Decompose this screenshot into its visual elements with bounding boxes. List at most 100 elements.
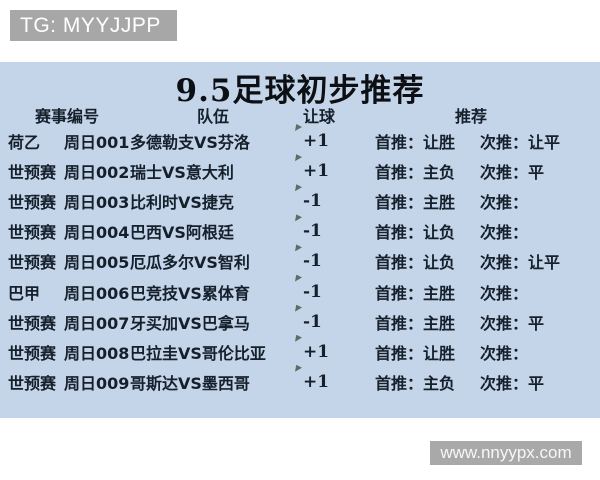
table-row: 巴甲 周日006 巴竞技VS累体育 -1 首推：主胜 次推： bbox=[0, 274, 600, 306]
first-recommend-cell: 首推：让胜 bbox=[368, 340, 478, 364]
teams-cell: 厄瓜多尔VS智利 bbox=[130, 253, 250, 273]
match-number-cell: 周日006 bbox=[64, 283, 130, 303]
tick-mark-icon bbox=[295, 364, 302, 372]
first-recommend-value: 让负 bbox=[423, 223, 456, 243]
first-recommend-cell: 首推：让负 bbox=[368, 249, 478, 273]
table-row: 荷乙 周日001 多德勒支VS芬洛 +1 首推：让胜 次推：让平 bbox=[0, 124, 600, 156]
match-number-cell: 周日008 bbox=[64, 343, 130, 363]
first-recommend-label: 首推： bbox=[375, 253, 424, 273]
first-recommend-label: 首推： bbox=[375, 343, 424, 363]
league-cell: 世预赛 bbox=[8, 373, 57, 393]
teams-cell: 牙买加VS巴拿马 bbox=[130, 313, 250, 333]
handicap-value: +1 bbox=[303, 341, 330, 362]
league-cell: 世预赛 bbox=[8, 193, 57, 213]
second-recommend-value: 让平 bbox=[528, 253, 561, 273]
second-recommend-cell: 次推：平 bbox=[478, 370, 600, 394]
second-recommend-cell: 次推：让平 bbox=[478, 249, 600, 273]
teams-cell: 巴竞技VS累体育 bbox=[130, 283, 250, 303]
table-row: 世预赛 周日008 巴拉圭VS哥伦比亚 +1 首推：让胜 次推： bbox=[0, 334, 600, 367]
second-recommend-label: 次推： bbox=[480, 193, 529, 213]
handicap-value: -1 bbox=[303, 281, 322, 302]
tick-mark-icon bbox=[295, 124, 302, 132]
teams-cell: 比利时VS捷克 bbox=[130, 193, 234, 213]
second-recommend-label: 次推： bbox=[480, 373, 529, 393]
page-title: 9.5足球初步推荐 bbox=[175, 73, 425, 109]
table-row: 世预赛 周日002 瑞士VS意大利 +1 首推：主负 次推：平 bbox=[0, 154, 600, 186]
handicap-cell: +1 bbox=[292, 364, 368, 392]
table-body: 荷乙 周日001 多德勒支VS芬洛 +1 首推：让胜 次推：让平 世预赛 周日0… bbox=[0, 124, 600, 397]
second-recommend-value: 平 bbox=[528, 313, 545, 333]
handicap-cell: +1 bbox=[292, 334, 368, 362]
handicap-value: +1 bbox=[303, 161, 330, 182]
first-recommend-cell: 首推：主胜 bbox=[368, 189, 478, 213]
league-cell: 世预赛 bbox=[8, 313, 57, 333]
first-recommend-cell: 首推：主负 bbox=[368, 159, 478, 183]
handicap-value: +1 bbox=[303, 131, 330, 152]
first-recommend-cell: 首推：让胜 bbox=[368, 129, 478, 153]
first-recommend-cell: 首推：主负 bbox=[368, 370, 478, 394]
header-teams: 队伍 bbox=[197, 107, 230, 126]
second-recommend-value: 平 bbox=[528, 163, 545, 183]
table-row: 世预赛 周日009 哥斯达VS墨西哥 +1 首推：主负 次推：平 bbox=[0, 364, 600, 397]
first-recommend-label: 首推： bbox=[375, 313, 424, 333]
first-recommend-value: 主胜 bbox=[423, 283, 456, 303]
handicap-cell: -1 bbox=[292, 304, 368, 332]
table-row: 世预赛 周日004 巴西VS阿根廷 -1 首推：让负 次推： bbox=[0, 214, 600, 246]
header-recommend: 推荐 bbox=[455, 107, 488, 126]
second-recommend-cell: 次推：平 bbox=[478, 310, 600, 334]
teams-cell: 巴西VS阿根廷 bbox=[130, 223, 234, 243]
league-cell: 世预赛 bbox=[8, 223, 57, 243]
first-recommend-label: 首推： bbox=[375, 283, 424, 303]
league-cell: 荷乙 bbox=[8, 133, 41, 153]
first-recommend-value: 让胜 bbox=[423, 133, 456, 153]
handicap-cell: +1 bbox=[292, 154, 368, 182]
second-recommend-value: 平 bbox=[528, 373, 545, 393]
handicap-value: -1 bbox=[303, 221, 322, 242]
league-cell: 世预赛 bbox=[8, 253, 57, 273]
second-recommend-label: 次推： bbox=[480, 313, 529, 333]
recommendation-panel: 9.5足球初步推荐 赛事编号 队伍 让球 推荐 荷乙 周日001 多德勒支VS芬… bbox=[0, 62, 600, 418]
tick-mark-icon bbox=[295, 304, 302, 312]
league-cell: 世预赛 bbox=[8, 343, 57, 363]
first-recommend-label: 首推： bbox=[375, 163, 424, 183]
tick-mark-icon bbox=[295, 244, 302, 252]
match-number-cell: 周日004 bbox=[64, 223, 130, 243]
first-recommend-value: 主胜 bbox=[423, 193, 456, 213]
handicap-value: -1 bbox=[303, 191, 322, 212]
tick-mark-icon bbox=[295, 334, 302, 342]
first-recommend-label: 首推： bbox=[375, 223, 424, 243]
telegram-badge: TG: MYYJJPP bbox=[10, 10, 177, 41]
second-recommend-label: 次推： bbox=[480, 253, 529, 273]
first-recommend-cell: 首推：让负 bbox=[368, 219, 478, 243]
first-recommend-value: 主负 bbox=[423, 163, 456, 183]
handicap-value: +1 bbox=[303, 371, 330, 392]
header-match-number: 赛事编号 bbox=[35, 107, 100, 126]
match-number-cell: 周日007 bbox=[64, 313, 130, 333]
match-number-cell: 周日001 bbox=[64, 133, 130, 153]
handicap-cell: -1 bbox=[292, 244, 368, 272]
match-number-cell: 周日009 bbox=[64, 373, 130, 393]
second-recommend-cell: 次推： bbox=[478, 219, 600, 243]
first-recommend-value: 主胜 bbox=[423, 313, 456, 333]
tick-mark-icon bbox=[295, 154, 302, 162]
table-row: 世预赛 周日005 厄瓜多尔VS智利 -1 首推：让负 次推：让平 bbox=[0, 244, 600, 276]
second-recommend-cell: 次推： bbox=[478, 280, 600, 304]
handicap-value: -1 bbox=[303, 251, 322, 272]
second-recommend-cell: 次推：让平 bbox=[478, 129, 600, 153]
second-recommend-label: 次推： bbox=[480, 223, 529, 243]
tick-mark-icon bbox=[295, 214, 302, 222]
handicap-cell: -1 bbox=[292, 184, 368, 212]
first-recommend-value: 让负 bbox=[423, 253, 456, 273]
table-row: 世预赛 周日003 比利时VS捷克 -1 首推：主胜 次推： bbox=[0, 184, 600, 216]
first-recommend-label: 首推： bbox=[375, 373, 424, 393]
first-recommend-value: 主负 bbox=[423, 373, 456, 393]
table-header-row: 赛事编号 队伍 让球 推荐 bbox=[0, 103, 600, 126]
second-recommend-cell: 次推：平 bbox=[478, 159, 600, 183]
tick-mark-icon bbox=[295, 184, 302, 192]
handicap-cell: -1 bbox=[292, 274, 368, 302]
second-recommend-label: 次推： bbox=[480, 163, 529, 183]
first-recommend-label: 首推： bbox=[375, 133, 424, 153]
handicap-value: -1 bbox=[303, 311, 322, 332]
second-recommend-cell: 次推： bbox=[478, 340, 600, 364]
header-handicap: 让球 bbox=[303, 107, 336, 126]
